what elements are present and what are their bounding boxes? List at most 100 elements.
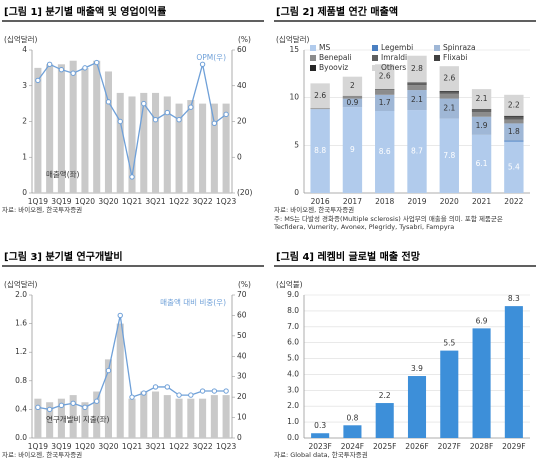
bar-segment — [375, 90, 395, 95]
bar — [81, 67, 89, 193]
bar-segment — [407, 55, 427, 83]
bar — [128, 96, 136, 193]
x-tick-label: 3Q20 — [98, 442, 118, 451]
bar — [222, 395, 230, 438]
y2-tick-label: 60 — [237, 45, 247, 54]
legend-swatch — [372, 45, 378, 51]
bar-segment — [375, 89, 395, 91]
y-axis-unit: (십억불) — [276, 280, 303, 289]
bar-segment — [471, 116, 492, 135]
y-tick-label: 1.6 — [15, 319, 27, 328]
x-tick-label: 1Q20 — [75, 442, 95, 451]
y-tick-label: 4.0 — [287, 369, 299, 378]
data-label: 2 — [350, 81, 355, 90]
source: 자료: 바이오젠, 한국투자증권 — [2, 205, 82, 214]
data-label: 5.5 — [443, 339, 455, 348]
data-label: 6.9 — [476, 316, 488, 325]
x-tick-label: 2024F — [341, 442, 364, 451]
legend-label: 매출액 대비 비중(우) — [160, 297, 226, 307]
bar — [175, 103, 183, 193]
bar-segment — [504, 123, 524, 141]
x-tick-label: 3Q21 — [145, 442, 165, 451]
line-marker — [82, 65, 88, 71]
line-marker — [46, 406, 53, 413]
line-marker — [152, 384, 159, 390]
y-tick-label: 0.4 — [15, 404, 27, 413]
line-marker — [35, 404, 41, 411]
bar — [152, 92, 160, 193]
y-tick-label: 0.0 — [287, 433, 299, 442]
y-axis-unit: (십억달러) — [4, 35, 38, 44]
line-marker — [176, 392, 182, 398]
line-marker — [94, 59, 100, 66]
line-marker — [188, 392, 194, 398]
chart-title: [그림 1] 분기별 매출액 및 영업이익률 — [4, 5, 166, 18]
line-marker — [105, 367, 112, 374]
y2-axis-unit: (%) — [238, 280, 251, 289]
x-tick-label: 2016 — [311, 197, 330, 206]
bar-segment — [375, 94, 395, 112]
bar — [163, 395, 171, 438]
bar-segment — [407, 82, 427, 84]
x-tick-label: 2029F — [502, 442, 525, 451]
chart-title: [그림 3] 분기별 연구개발비 — [4, 250, 123, 263]
line-marker — [117, 118, 123, 125]
bar — [175, 398, 183, 438]
x-tick-label: 2020 — [440, 197, 459, 206]
bar — [57, 64, 65, 193]
legend-label: Spinraza — [443, 43, 476, 52]
legend-label: MS — [319, 43, 330, 52]
bar-segment — [439, 118, 459, 193]
legend-label: Others — [381, 63, 406, 72]
bar — [46, 402, 54, 438]
bar-segment — [471, 111, 492, 117]
x-tick-label: 1Q23 — [216, 442, 236, 451]
x-tick-label: 1Q22 — [169, 197, 189, 206]
x-tick-label: 2017 — [343, 197, 362, 206]
y-tick-label: 0.0 — [15, 433, 27, 442]
data-label: 8.8 — [314, 146, 326, 155]
legend-label: Byooviz — [319, 63, 348, 72]
y-tick-label: 1.2 — [15, 347, 27, 356]
y2-tick-label: 20 — [237, 117, 247, 126]
x-tick-label: 2026F — [405, 442, 428, 451]
y2-tick-label: 60 — [237, 310, 247, 319]
line-marker — [164, 384, 170, 390]
bar-segment — [439, 98, 459, 119]
chart-title: [그림 4] 레켐비 글로벌 매출 전망 — [276, 250, 421, 263]
x-tick-label: 1Q19 — [28, 197, 48, 206]
data-label: 1.8 — [508, 127, 520, 136]
data-label: 2.1 — [411, 95, 423, 104]
line-marker — [152, 117, 159, 123]
data-label: 2.8 — [411, 64, 423, 73]
data-label: 8.7 — [411, 147, 423, 156]
y-tick-label: 2 — [22, 117, 27, 126]
line-marker — [82, 404, 88, 411]
bar — [81, 402, 89, 438]
y-tick-label: 2.0 — [15, 290, 27, 299]
legend-swatch — [372, 65, 378, 71]
y-tick-label: 3 — [22, 81, 27, 90]
legend-label: Legembi — [381, 43, 413, 52]
bar — [93, 391, 101, 438]
bar — [93, 60, 101, 193]
y-tick-label: 9.0 — [287, 290, 299, 299]
bar — [199, 398, 207, 438]
line-marker — [199, 388, 206, 394]
data-label: 5.4 — [508, 162, 520, 171]
y-tick-label: 5 — [294, 140, 299, 149]
y-tick-label: 0 — [294, 188, 299, 197]
bar — [57, 398, 65, 438]
line-marker — [188, 104, 194, 110]
legend-label: 매출액(좌) — [46, 169, 80, 179]
bar-segment — [342, 95, 363, 99]
y-tick-label: 3.0 — [287, 385, 299, 394]
data-label: 8.6 — [379, 147, 391, 156]
source: 자료: 바이오젠, 한국투자증권 — [2, 450, 82, 459]
y2-tick-label: 20 — [237, 392, 247, 401]
line-marker — [223, 388, 229, 394]
bar — [375, 403, 394, 438]
legend-swatch — [372, 55, 378, 61]
x-tick-label: 1Q21 — [122, 442, 142, 451]
